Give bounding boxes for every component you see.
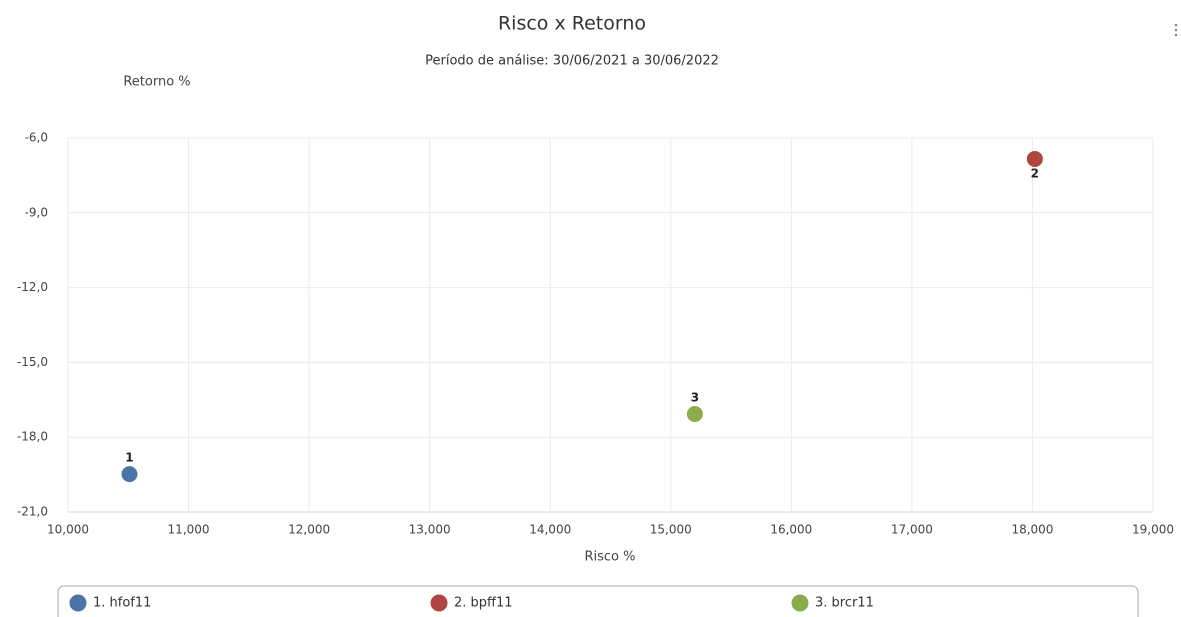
x-tick-label: 15,000 [650, 523, 692, 537]
chart-title: Risco x Retorno [498, 13, 646, 35]
point [1026, 150, 1043, 167]
chart-subtitle: Período de análise: 30/06/2021 a 30/06/2… [425, 54, 719, 69]
x-tick-label: 10,000 [47, 523, 89, 537]
x-tick-label: 11,000 [168, 523, 210, 537]
legend-marker [69, 594, 87, 612]
legend-label: 3. brcr11 [815, 596, 874, 611]
x-axis-label: Risco % [584, 550, 635, 565]
x-tick-label: 13,000 [409, 523, 451, 537]
point [686, 406, 703, 423]
legend-label: 2. bpff11 [454, 596, 513, 611]
y-tick-label: -12,0 [17, 280, 48, 294]
x-tick-label: 19,000 [1132, 523, 1174, 537]
legend-box [57, 585, 1139, 617]
legend-marker [430, 594, 448, 612]
x-tick-label: 17,000 [891, 523, 933, 537]
x-tick-label: 18,000 [1011, 523, 1053, 537]
point-label: 2 [1031, 166, 1039, 180]
point [121, 466, 138, 483]
y-tick-label: -18,0 [17, 430, 48, 444]
x-tick-label: 14,000 [529, 523, 571, 537]
point-label: 3 [691, 391, 699, 405]
y-tick-label: -6,0 [25, 131, 48, 145]
y-tick-label: -9,0 [25, 205, 48, 219]
legend-label: 1. hfof11 [93, 596, 151, 611]
y-tick-label: -21,0 [17, 505, 48, 519]
x-tick-label: 16,000 [770, 523, 812, 537]
point-label: 1 [125, 451, 133, 465]
menu-icon[interactable] [1174, 23, 1178, 37]
y-axis-label: Retorno % [123, 75, 190, 90]
y-tick-label: -15,0 [17, 355, 48, 369]
x-tick-label: 12,000 [288, 523, 330, 537]
legend-marker [791, 594, 809, 612]
